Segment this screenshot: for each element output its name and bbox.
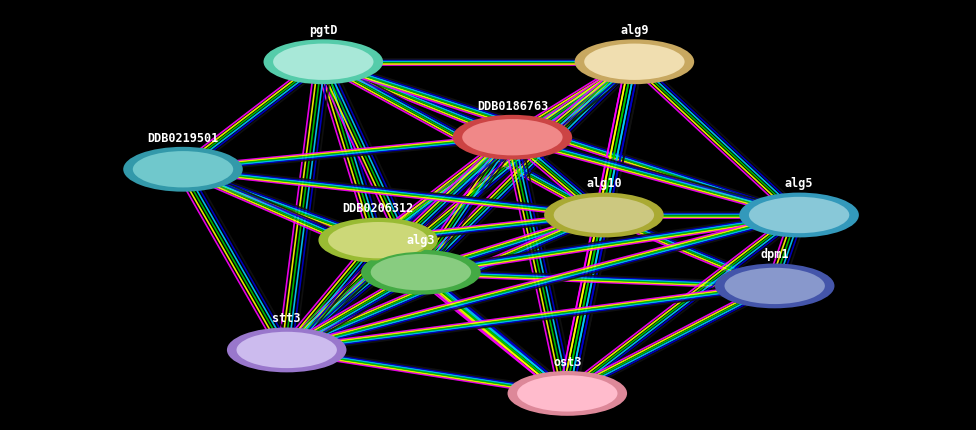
- Circle shape: [235, 331, 338, 369]
- Text: stt3: stt3: [272, 312, 301, 325]
- Circle shape: [575, 39, 694, 84]
- Circle shape: [453, 115, 572, 160]
- Circle shape: [516, 374, 619, 413]
- Circle shape: [545, 193, 664, 237]
- Circle shape: [740, 193, 859, 237]
- Circle shape: [272, 43, 375, 81]
- Circle shape: [132, 150, 234, 188]
- Text: dpm1: dpm1: [760, 248, 789, 261]
- Circle shape: [715, 264, 834, 308]
- Text: ost3: ost3: [553, 356, 582, 369]
- Text: DDB0206312: DDB0206312: [343, 203, 414, 215]
- Circle shape: [552, 196, 655, 234]
- Text: DDB0219501: DDB0219501: [147, 132, 219, 144]
- Circle shape: [361, 250, 481, 295]
- Text: alg5: alg5: [785, 177, 813, 190]
- Circle shape: [370, 253, 472, 292]
- Text: pgtD: pgtD: [309, 24, 338, 37]
- Circle shape: [462, 118, 564, 157]
- Text: alg9: alg9: [620, 24, 649, 37]
- Circle shape: [327, 221, 429, 259]
- Text: DDB0186763: DDB0186763: [476, 99, 549, 113]
- Circle shape: [318, 218, 438, 263]
- Circle shape: [508, 371, 627, 416]
- Circle shape: [226, 328, 346, 372]
- Text: alg3: alg3: [407, 234, 435, 248]
- Circle shape: [584, 43, 686, 81]
- Text: alg10: alg10: [586, 177, 622, 190]
- Circle shape: [123, 147, 243, 192]
- Circle shape: [264, 39, 383, 84]
- Circle shape: [723, 267, 826, 305]
- Circle shape: [748, 196, 850, 234]
